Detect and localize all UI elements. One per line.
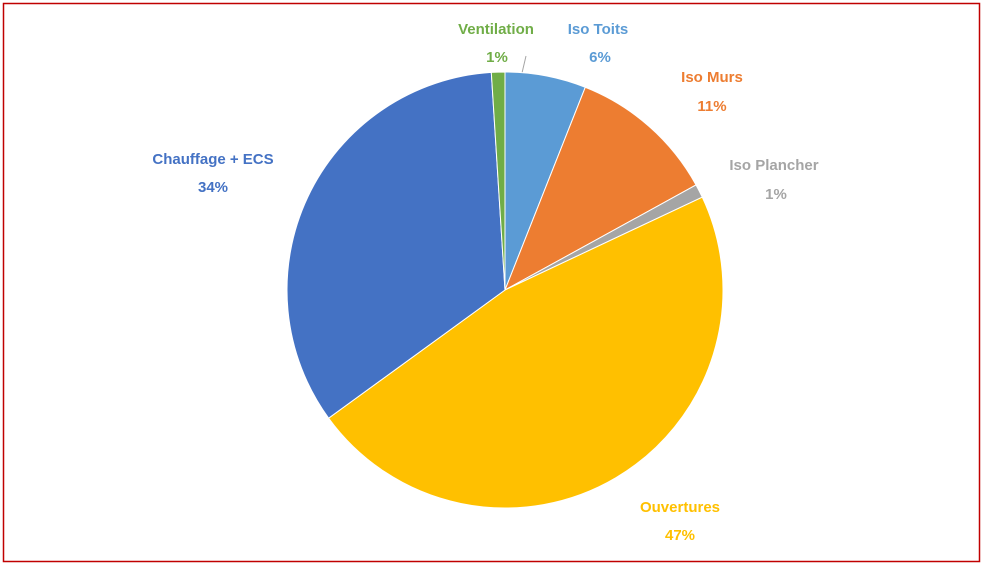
slice-label: Chauffage + ECS [152,151,273,168]
pie-slice [327,196,724,509]
slice-label: Ventilation [458,21,534,38]
pie-slice [490,71,506,291]
leader-line [521,55,527,74]
slice-value-label: 1% [486,49,508,66]
slice-value-label: 6% [589,49,611,66]
slice-value-label: 11% [697,98,726,115]
slice-label: Ouvertures [640,499,720,516]
pie-slice [286,71,506,419]
slice-value-label: 1% [765,186,787,203]
slice-label: Iso Toits [568,21,629,38]
slice-label: Iso Plancher [729,157,818,174]
slice-label: Iso Murs [681,69,743,86]
slice-value-label: 47% [665,527,695,544]
slice-value-label: 34% [198,179,228,196]
pie-slice [504,86,697,292]
